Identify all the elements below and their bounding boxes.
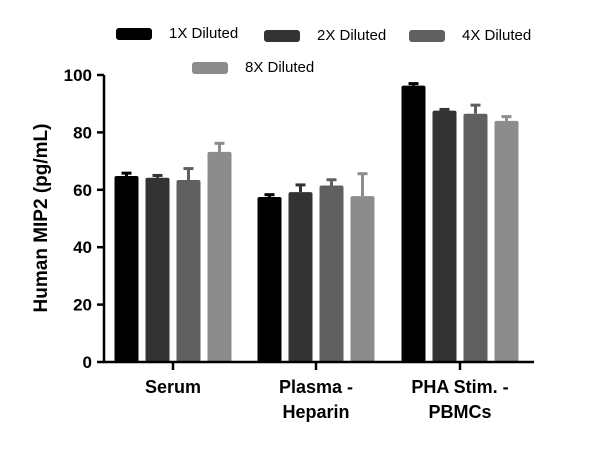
bar-4-1: [207, 151, 232, 362]
y-tick-label: 100: [64, 66, 92, 85]
bar-1-3: [401, 85, 426, 362]
y-tick-label: 0: [83, 353, 92, 372]
bar-1-1: [114, 176, 139, 362]
bar-3-3: [463, 113, 488, 363]
legend-label-8x: 8X Diluted: [245, 59, 315, 76]
legend-swatch-8x: [192, 61, 228, 74]
y-ticks-group: 0 20 40 60 80 100: [64, 66, 104, 372]
y-axis-title: Human MIP2 (pg/mL): [31, 124, 52, 313]
legend-item-4x: 4X Diluted: [409, 27, 531, 44]
bar-2-3: [432, 110, 457, 362]
bar-3-1: [176, 180, 201, 362]
bars-group: [114, 82, 519, 363]
x-category-label: Serum: [145, 377, 201, 397]
x-category-label-line2: Heparin: [282, 402, 349, 422]
bar-3-2: [319, 185, 344, 362]
x-categories-group: Serum Plasma - Heparin PHA Stim. - PBMCs: [145, 362, 509, 422]
bar-4-3: [494, 120, 519, 362]
legend-label-1x: 1X Diluted: [169, 25, 239, 42]
legend-item-1x: 1X Diluted: [116, 25, 238, 42]
x-category-label: PHA Stim. -: [411, 377, 508, 397]
bar-2-1: [145, 177, 170, 362]
axes-group: [102, 75, 534, 364]
x-category-label: Plasma -: [279, 377, 353, 397]
y-tick-label: 20: [73, 296, 92, 315]
bar-1-2: [257, 196, 282, 362]
legend-item-8x: 8X Diluted: [192, 59, 314, 76]
y-tick-label: 60: [73, 181, 92, 200]
y-tick-label: 40: [73, 238, 92, 257]
bar-2-2: [288, 192, 313, 362]
legend-label-4x: 4X Diluted: [462, 27, 532, 44]
legend-swatch-2x: [264, 29, 300, 42]
bar-4-2: [350, 196, 375, 362]
y-tick-label: 80: [73, 123, 92, 142]
legend-label-2x: 2X Diluted: [317, 27, 387, 44]
legend-swatch-4x: [409, 29, 445, 42]
legend-swatch-1x: [116, 27, 152, 40]
legend-item-2x: 2X Diluted: [264, 27, 386, 44]
x-category-label-line2: PBMCs: [428, 402, 491, 422]
